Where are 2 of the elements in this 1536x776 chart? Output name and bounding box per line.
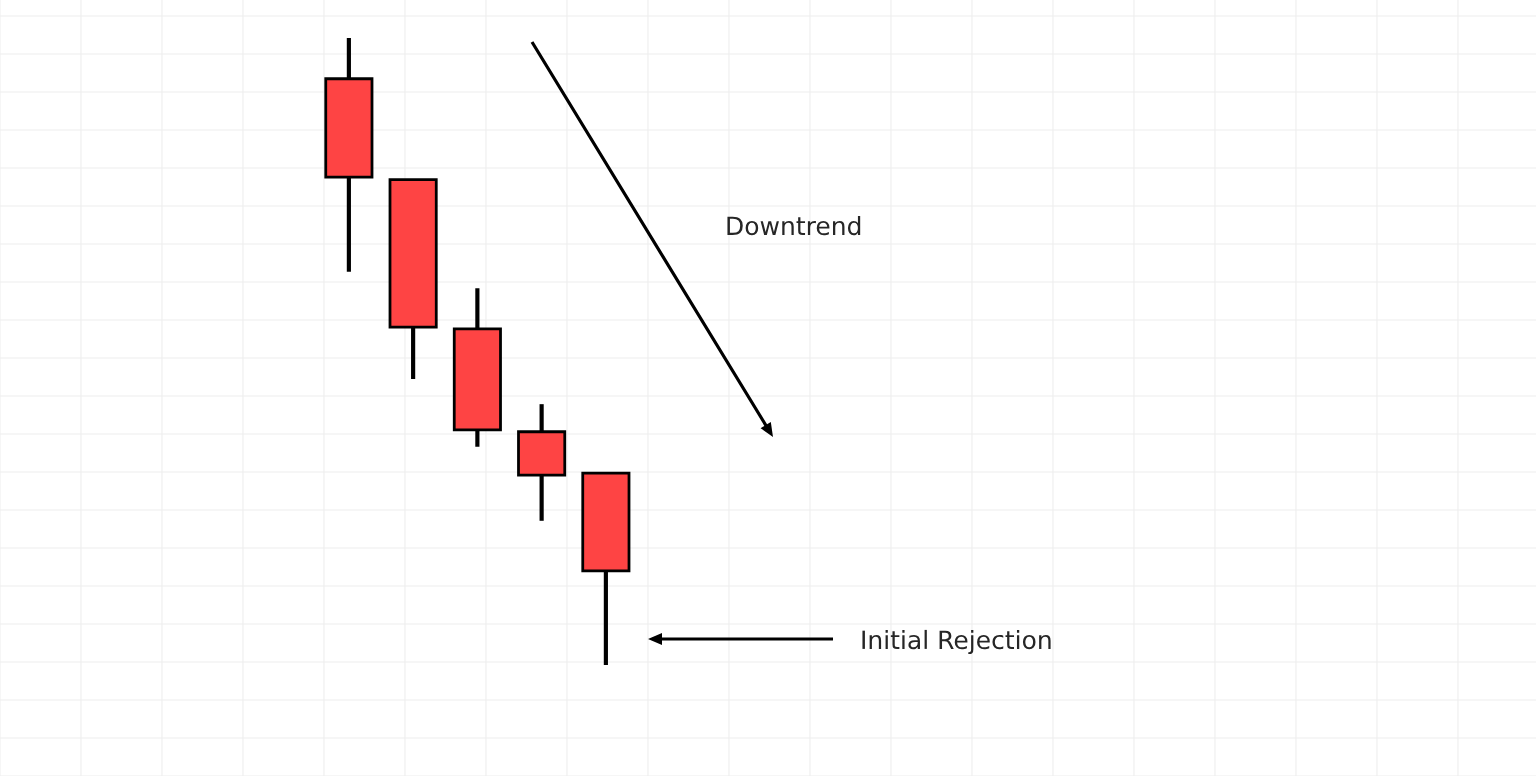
text: Initial Rejection (862, 629, 1051, 655)
text: Downtrend (727, 215, 861, 236)
